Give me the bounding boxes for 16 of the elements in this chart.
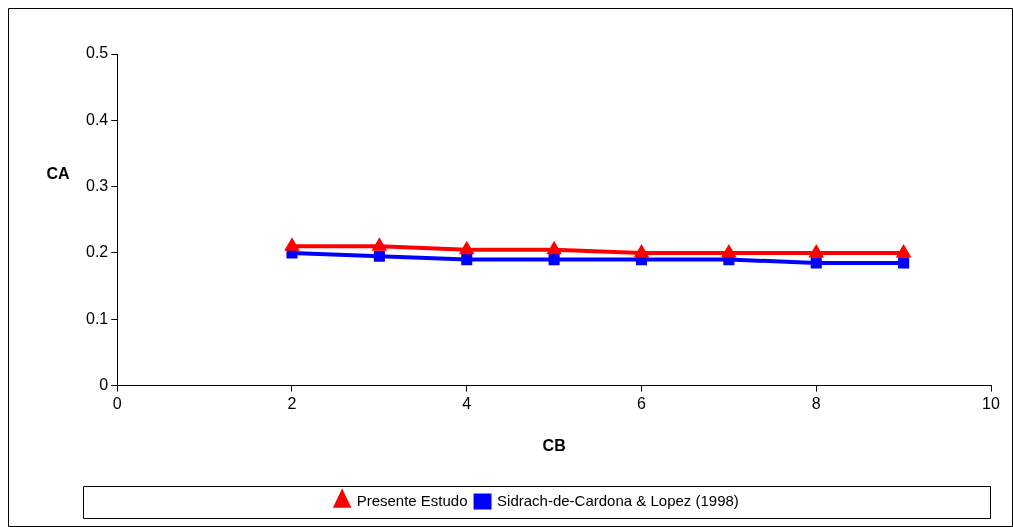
x-tick-label: 0	[112, 394, 122, 412]
x-tick-label: 6	[637, 394, 647, 412]
y-tick-label: 0	[99, 376, 109, 394]
x-tick-label: 2	[287, 394, 297, 412]
y-axis-title: CA	[46, 165, 70, 183]
x-tick-label: 10	[982, 394, 1000, 412]
y-tick-label: 0.4	[85, 110, 109, 128]
y-tick-label: 0.2	[85, 243, 109, 261]
y-tick-label: 0.3	[85, 177, 109, 195]
y-tick-label: 0.5	[85, 44, 109, 62]
legend-label: Sidrach-de-Cardona & Lopez (1998)	[497, 491, 739, 509]
x-axis-title: CB	[542, 436, 566, 454]
x-tick-label: 8	[811, 394, 821, 412]
y-tick-label: 0.1	[85, 309, 109, 327]
legend-label: Presente Estudo	[356, 491, 468, 509]
x-tick-label: 4	[462, 394, 472, 412]
